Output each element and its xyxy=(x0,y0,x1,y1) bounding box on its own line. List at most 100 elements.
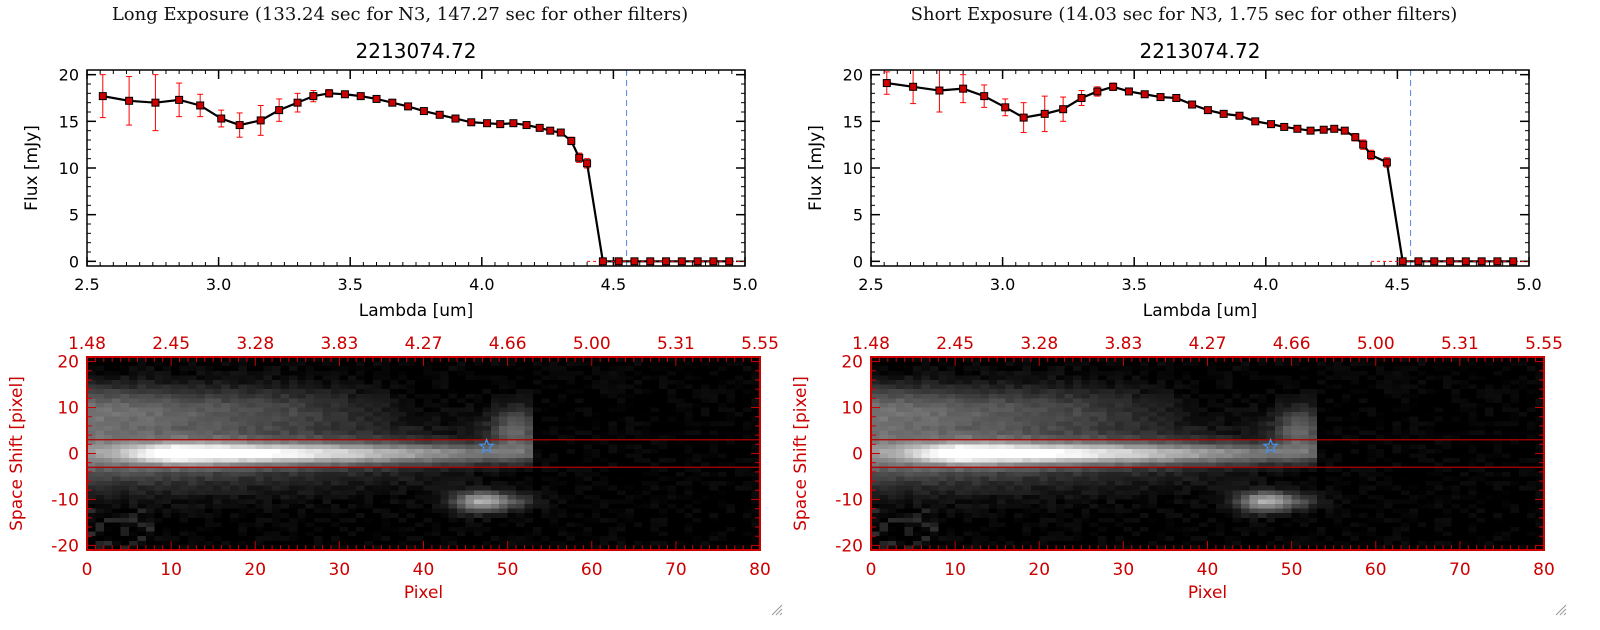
data-point xyxy=(1001,103,1010,112)
resize-grip-icon[interactable] xyxy=(771,604,783,616)
x-tick-label: 5.0 xyxy=(732,275,757,294)
data-point xyxy=(1319,125,1328,134)
data-point xyxy=(959,84,968,93)
data-point xyxy=(1351,133,1360,142)
data-point xyxy=(1109,82,1118,91)
x-tick-label: 0 xyxy=(866,560,877,580)
top-tick-label: 5.55 xyxy=(741,334,779,354)
top-tick-label: 3.83 xyxy=(320,334,358,354)
data-point xyxy=(556,128,565,137)
x-tick-label: 3.0 xyxy=(990,275,1015,294)
short-exposure-spatial-image: 0 10 20 30 40 50 60 70 80 1.48 2.45 3.28 3.83 4.27 4.6… xyxy=(791,334,1563,603)
y-tick-label: 15 xyxy=(843,112,863,131)
data-point xyxy=(1019,113,1028,122)
x-tick-label: 2.5 xyxy=(858,275,883,294)
resize-grip-icon[interactable] xyxy=(1555,604,1567,616)
top-tick-label: 4.27 xyxy=(405,334,443,354)
data-point xyxy=(496,120,505,129)
y-tick-label: -10 xyxy=(51,490,79,510)
y-tick-label: -10 xyxy=(835,490,863,510)
long-exposure-panel: Long Exposure (133.24 sec for N3, 147.27… xyxy=(7,4,779,603)
x-tick-label: 4.5 xyxy=(601,275,626,294)
y-axis-label: Space Shift [pixel] xyxy=(791,376,811,531)
data-point xyxy=(1340,126,1349,135)
spectrum-line xyxy=(102,92,730,263)
data-point xyxy=(256,116,265,125)
y-tick-label: 20 xyxy=(841,353,863,373)
data-point xyxy=(196,101,205,110)
data-point xyxy=(1477,257,1486,266)
data-point xyxy=(1156,93,1165,102)
y-tick-label: 10 xyxy=(57,399,79,419)
data-point xyxy=(1293,124,1302,133)
x-tick-label: 4.0 xyxy=(469,275,494,294)
data-point xyxy=(1251,117,1260,126)
data-point xyxy=(151,98,160,107)
data-point xyxy=(451,114,460,123)
data-point xyxy=(275,106,284,115)
data-point xyxy=(546,126,555,135)
x-tick-label: 60 xyxy=(581,560,603,580)
data-point xyxy=(325,89,334,98)
x-axis-label: Pixel xyxy=(1188,583,1227,603)
x-tick-label: 4.5 xyxy=(1385,275,1410,294)
data-point xyxy=(435,110,444,119)
top-tick-label: 3.83 xyxy=(1104,334,1142,354)
x-tick-label: 20 xyxy=(244,560,266,580)
panel-title-long: Long Exposure (133.24 sec for N3, 147.27… xyxy=(111,4,689,25)
data-point xyxy=(509,119,518,128)
spatial-image-pixels xyxy=(871,357,1544,550)
y-tick-label: 10 xyxy=(843,159,863,178)
data-point xyxy=(535,123,544,132)
data-point xyxy=(522,121,531,130)
y-tick-label: 0 xyxy=(68,445,79,465)
data-point xyxy=(1398,257,1407,266)
y-tick-label: 0 xyxy=(852,445,863,465)
x-tick-label: 80 xyxy=(1533,560,1555,580)
data-point xyxy=(1077,94,1086,102)
x-tick-label: 0 xyxy=(82,560,93,580)
x-tick-label: 3.5 xyxy=(337,275,362,294)
data-point xyxy=(1330,124,1339,133)
data-point xyxy=(1509,257,1518,266)
y-tick-label: 15 xyxy=(59,112,79,131)
spatial-image-pixels xyxy=(87,357,760,550)
y-tick-label: 20 xyxy=(57,353,79,373)
plot-frame xyxy=(86,69,746,267)
data-point xyxy=(935,86,944,95)
data-point xyxy=(1235,111,1244,120)
data-point xyxy=(677,257,686,266)
top-tick-label: 2.45 xyxy=(936,334,974,354)
y-tick-label: 0 xyxy=(69,252,79,271)
data-point xyxy=(1367,150,1376,159)
data-point xyxy=(725,257,734,266)
y-axis-label: Flux [mJy] xyxy=(806,125,826,211)
top-tick-label: 2.45 xyxy=(152,334,190,354)
data-point xyxy=(404,102,413,111)
data-point xyxy=(235,121,244,130)
data-point xyxy=(583,159,592,168)
x-tick-label: 10 xyxy=(160,560,182,580)
top-tick-label: 1.48 xyxy=(852,334,890,354)
x-tick-label: 50 xyxy=(497,560,519,580)
y-tick-label: 10 xyxy=(59,159,79,178)
long-exposure-spatial-image: 0 10 20 30 40 50 60 70 80 1.48 2.45 3.28 3.83 4.27 4.6… xyxy=(7,334,779,603)
data-point xyxy=(630,257,639,266)
top-tick-label: 5.31 xyxy=(657,334,695,354)
data-point xyxy=(1140,90,1149,99)
data-point xyxy=(1124,87,1133,96)
x-axis-label: Pixel xyxy=(404,583,443,603)
y-tick-label: 5 xyxy=(69,206,79,225)
data-point xyxy=(614,257,623,266)
y-tick-label: -20 xyxy=(835,536,863,556)
x-tick-label: 20 xyxy=(1028,560,1050,580)
x-tick-label: 4.0 xyxy=(1253,275,1278,294)
top-tick-label: 5.00 xyxy=(573,334,611,354)
data-point xyxy=(575,153,584,162)
top-tick-label: 4.66 xyxy=(1273,334,1311,354)
top-tick-label: 5.55 xyxy=(1525,334,1563,354)
data-point xyxy=(693,257,702,266)
x-tick-label: 30 xyxy=(1113,560,1135,580)
data-point xyxy=(1359,140,1368,149)
data-point xyxy=(1203,106,1212,115)
